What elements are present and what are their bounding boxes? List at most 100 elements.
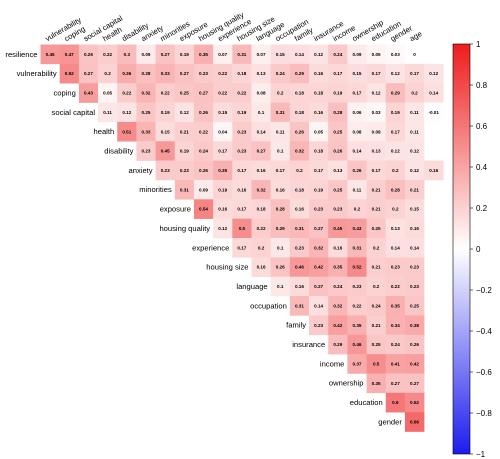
cell-value-label: 0.42 bbox=[314, 265, 323, 270]
cell-value-label: 0.19 bbox=[218, 187, 227, 192]
heatmap-cell bbox=[328, 315, 348, 336]
heatmap-cell bbox=[251, 121, 271, 142]
heatmap-cell bbox=[232, 160, 252, 181]
cell-value-label: 0.3 bbox=[124, 52, 131, 57]
cell-value-label: 0.2 bbox=[296, 168, 303, 173]
heatmap-cell bbox=[366, 218, 387, 239]
cell-value-label: 0.31 bbox=[276, 110, 285, 115]
cell-value-label: 0.23 bbox=[410, 284, 419, 289]
cell-value-label: 0.11 bbox=[410, 110, 419, 115]
heatmap-cell bbox=[309, 44, 329, 65]
heatmap-cell bbox=[155, 121, 176, 142]
heatmap-cell bbox=[328, 334, 348, 355]
cell-value-label: 0.52 bbox=[65, 71, 74, 76]
colorbar-tick-label: 1 bbox=[476, 40, 481, 49]
cell-value-label: 0.21 bbox=[372, 207, 381, 212]
cell-value-label: 0.07 bbox=[218, 52, 227, 57]
cell-value-label: 0.1 bbox=[277, 149, 284, 154]
heatmap-cell bbox=[193, 121, 214, 142]
cell-value-label: 0.24 bbox=[199, 149, 208, 154]
heatmap-cell bbox=[404, 218, 425, 239]
heatmap-cell bbox=[309, 296, 329, 316]
heatmap-cell bbox=[347, 160, 367, 181]
cell-value-label: 0.2 bbox=[392, 168, 399, 173]
heatmap-cell bbox=[213, 121, 233, 142]
heatmap-cell bbox=[98, 102, 118, 123]
cell-value-label: 0.23 bbox=[333, 207, 342, 212]
cell-value-label: 0.31 bbox=[295, 303, 304, 308]
heatmap-cell bbox=[251, 218, 271, 239]
cell-value-label: 0.09 bbox=[372, 129, 381, 134]
cell-value-label: 0.41 bbox=[391, 361, 400, 366]
heatmap-cell bbox=[270, 179, 291, 200]
cell-value-label: 0.29 bbox=[276, 226, 285, 231]
cell-value-label: 0.12 bbox=[391, 149, 400, 154]
cell-value-label: 0.09 bbox=[352, 52, 361, 57]
cell-value-label: 0.18 bbox=[295, 110, 304, 115]
heatmap-cell bbox=[347, 315, 367, 336]
cell-value-label: 0.24 bbox=[276, 71, 285, 76]
cell-value-label: 0.28 bbox=[391, 187, 400, 192]
heatmap-cell bbox=[270, 63, 291, 84]
heatmap-cell bbox=[232, 63, 252, 84]
heatmap-cell bbox=[136, 121, 156, 142]
heatmap-cell bbox=[347, 257, 367, 277]
heatmap-cell bbox=[328, 218, 348, 239]
cell-value-label: 0.1 bbox=[277, 245, 284, 250]
heatmap-cell bbox=[328, 296, 348, 316]
heatmap-cell bbox=[347, 199, 367, 219]
cell-value-label: 0 bbox=[413, 52, 416, 57]
heatmap-cell bbox=[309, 121, 329, 142]
colorbar-tick-label: 0.2 bbox=[476, 204, 488, 213]
cell-value-label: 0.16 bbox=[295, 284, 304, 289]
cell-value-label: 0.45 bbox=[333, 226, 342, 231]
heatmap-cell bbox=[366, 199, 387, 219]
heatmap-cell bbox=[385, 160, 406, 181]
row-label: occupation bbox=[250, 301, 287, 310]
heatmap-cell bbox=[309, 257, 329, 277]
heatmap-cell bbox=[309, 83, 329, 103]
cell-value-label: 0.47 bbox=[65, 52, 74, 57]
cell-value-label: 0.43 bbox=[84, 91, 93, 96]
cell-value-label: 0.14 bbox=[391, 245, 400, 250]
cell-value-label: 0.11 bbox=[103, 110, 112, 115]
colorbar-tick-label: −1 bbox=[476, 450, 486, 459]
cell-value-label: 0.14 bbox=[314, 303, 323, 308]
heatmap-cell bbox=[328, 160, 348, 181]
heatmap-cell bbox=[174, 83, 195, 103]
heatmap-cell bbox=[270, 238, 291, 258]
cell-value-label: 0.05 bbox=[372, 52, 381, 57]
heatmap-cell bbox=[213, 160, 233, 181]
heatmap-cell bbox=[366, 373, 387, 394]
heatmap-cell bbox=[385, 83, 406, 103]
cell-value-label: 0.18 bbox=[314, 149, 323, 154]
heatmap-cell bbox=[385, 276, 406, 297]
cell-value-label: 0.22 bbox=[257, 226, 266, 231]
cell-value-label: 0.2 bbox=[373, 245, 380, 250]
heatmap-cell bbox=[98, 83, 118, 103]
cell-value-label: 0.12 bbox=[410, 168, 419, 173]
cell-value-label: 0.17 bbox=[276, 168, 285, 173]
cell-value-label: 0.15 bbox=[161, 129, 170, 134]
cell-value-label: 0.11 bbox=[410, 129, 419, 134]
heatmap-cell bbox=[366, 238, 387, 258]
cell-value-label: 0.12 bbox=[410, 149, 419, 154]
heatmap-cell bbox=[251, 160, 271, 181]
heatmap-cell bbox=[309, 199, 329, 219]
cell-value-label: 0.25 bbox=[372, 226, 381, 231]
cell-value-label: 0.46 bbox=[295, 265, 304, 270]
heatmap-cell bbox=[251, 102, 271, 123]
heatmap-cell bbox=[328, 44, 348, 65]
heatmap-cell bbox=[289, 83, 310, 103]
heatmap-cell bbox=[347, 44, 367, 65]
heatmap-cell bbox=[366, 102, 387, 123]
heatmap-cell bbox=[232, 238, 252, 258]
heatmap-cell bbox=[404, 334, 425, 355]
cell-value-label: 0.19 bbox=[391, 110, 400, 115]
cell-value-label: 0.27 bbox=[391, 381, 400, 386]
heatmap-cell bbox=[289, 141, 310, 161]
cell-value-label: 0.35 bbox=[333, 265, 342, 270]
heatmap-cell bbox=[404, 257, 425, 277]
cell-value-label: 0.21 bbox=[372, 323, 381, 328]
